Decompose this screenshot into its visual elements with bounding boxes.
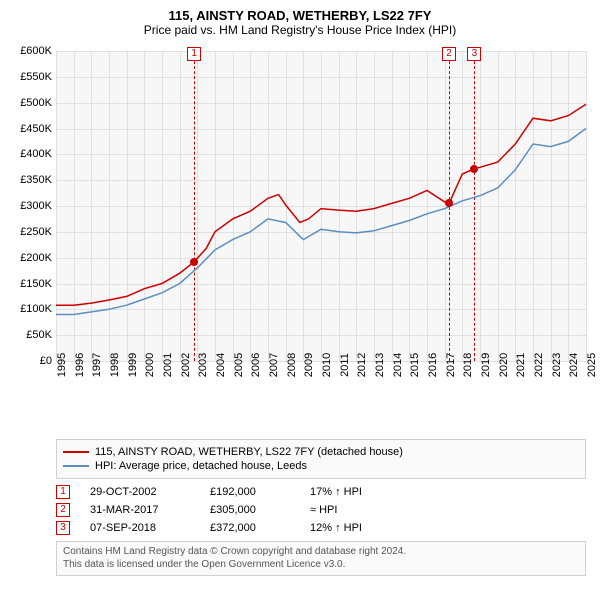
legend-swatch	[63, 451, 89, 453]
y-tick-label: £500K	[8, 97, 52, 109]
license-line: This data is licensed under the Open Gov…	[63, 559, 579, 572]
y-tick-label: £250K	[8, 226, 52, 238]
sale-date: 31-MAR-2017	[90, 504, 190, 516]
sale-delta: 12% ↑ HPI	[310, 522, 400, 534]
legend-swatch	[63, 465, 89, 467]
license-box: Contains HM Land Registry data © Crown c…	[56, 541, 586, 576]
legend-item: 115, AINSTY ROAD, WETHERBY, LS22 7FY (de…	[63, 446, 579, 458]
x-tick-label: 2025	[586, 353, 600, 377]
sale-price: £372,000	[210, 522, 290, 534]
series-line-hpi	[56, 129, 586, 315]
legend-label: 115, AINSTY ROAD, WETHERBY, LS22 7FY (de…	[95, 446, 403, 458]
sale-marker-box: 3	[467, 47, 481, 61]
y-tick-label: £300K	[8, 200, 52, 212]
legend-box: 115, AINSTY ROAD, WETHERBY, LS22 7FY (de…	[56, 439, 586, 479]
series-svg	[56, 41, 586, 361]
sale-date: 29-OCT-2002	[90, 486, 190, 498]
sale-price: £305,000	[210, 504, 290, 516]
y-tick-label: £400K	[8, 148, 52, 160]
y-tick-label: £150K	[8, 278, 52, 290]
sale-marker-box: 2	[442, 47, 456, 61]
sale-delta: ≈ HPI	[310, 504, 400, 516]
y-tick-label: £0	[8, 355, 52, 367]
page-title: 115, AINSTY ROAD, WETHERBY, LS22 7FY	[8, 8, 592, 23]
sale-row: 2 31-MAR-2017 £305,000 ≈ HPI	[56, 503, 586, 517]
y-tick-label: £600K	[8, 45, 52, 57]
y-tick-label: £100K	[8, 303, 52, 315]
sales-table: 1 29-OCT-2002 £192,000 17% ↑ HPI 2 31-MAR-201…	[56, 485, 586, 535]
sale-num-box: 2	[56, 503, 70, 517]
grid-line	[586, 51, 587, 361]
legend-label: HPI: Average price, detached house, Leed…	[95, 460, 307, 472]
sale-dot	[445, 199, 453, 207]
sale-date: 07-SEP-2018	[90, 522, 190, 534]
sale-row: 3 07-SEP-2018 £372,000 12% ↑ HPI	[56, 521, 586, 535]
license-line: Contains HM Land Registry data © Crown c…	[63, 546, 579, 559]
sale-dot	[190, 258, 198, 266]
sale-delta: 17% ↑ HPI	[310, 486, 400, 498]
y-tick-label: £200K	[8, 252, 52, 264]
sale-marker-box: 1	[187, 47, 201, 61]
price-chart: £0£50K£100K£150K£200K£250K£300K£350K£400…	[56, 41, 586, 401]
page-subtitle: Price paid vs. HM Land Registry's House …	[8, 23, 592, 37]
sale-num-box: 3	[56, 521, 70, 535]
sale-price: £192,000	[210, 486, 290, 498]
sale-row: 1 29-OCT-2002 £192,000 17% ↑ HPI	[56, 485, 586, 499]
sale-dot	[470, 165, 478, 173]
y-tick-label: £50K	[8, 329, 52, 341]
y-tick-label: £550K	[8, 71, 52, 83]
series-line-price_paid	[56, 104, 586, 305]
y-tick-label: £450K	[8, 123, 52, 135]
y-tick-label: £350K	[8, 174, 52, 186]
sale-num-box: 1	[56, 485, 70, 499]
legend-item: HPI: Average price, detached house, Leed…	[63, 460, 579, 472]
